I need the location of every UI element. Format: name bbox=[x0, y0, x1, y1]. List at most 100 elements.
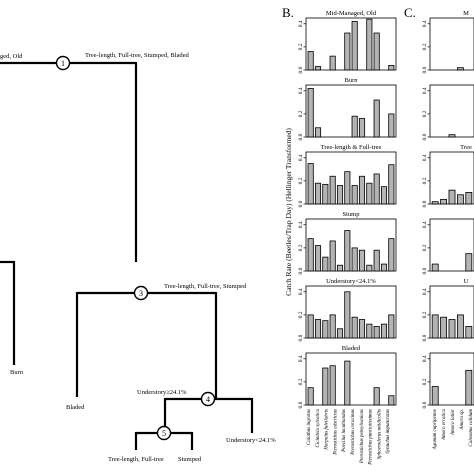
y-tick-label: 0.4 bbox=[422, 221, 428, 228]
species-label-c: Amara latior bbox=[451, 409, 456, 436]
bar-10 bbox=[373, 173, 380, 205]
bar-10 bbox=[373, 99, 380, 138]
chart-panel-c-1: M 0.0 0.2 0.4 bbox=[422, 10, 474, 73]
bar-8 bbox=[358, 175, 366, 205]
bar-2 bbox=[314, 245, 322, 272]
bar-6 bbox=[344, 291, 351, 339]
regression-tree: ged, Old Tree-length, Full-tree, Stumped… bbox=[0, 52, 276, 463]
bar-9 bbox=[366, 18, 373, 71]
chart-panel-c-5: U 0.0 0.2 0.4 bbox=[422, 278, 474, 341]
y-tick-label: 0.2 bbox=[422, 43, 428, 50]
y-tick-label: 0.0 bbox=[422, 66, 428, 73]
tree-label-node3: Tree-length, Full-tree, Stumped bbox=[164, 283, 247, 290]
bar-12 bbox=[388, 113, 395, 138]
bar-9 bbox=[366, 323, 373, 339]
svg-text:1: 1 bbox=[61, 59, 65, 68]
y-tick-label: 0.2 bbox=[298, 378, 304, 385]
y-tick-label: 0.0 bbox=[422, 401, 428, 408]
bar-1 bbox=[307, 238, 314, 272]
chart-panel-title: Stump bbox=[343, 211, 360, 218]
y-tick-label: 0.4 bbox=[298, 87, 304, 94]
chart-panel-c-2: 0.0 0.2 0.4 bbox=[422, 84, 474, 140]
bar-4 bbox=[329, 314, 336, 339]
chart-frame bbox=[429, 218, 474, 272]
bar-11 bbox=[380, 263, 388, 272]
chart-panel-b-1: Mid-Managed, Old 0.0 0.2 0.4 bbox=[298, 10, 397, 73]
y-tick-label: 0.2 bbox=[422, 244, 428, 251]
bar-1 bbox=[431, 314, 439, 339]
bar-9 bbox=[366, 182, 373, 205]
bar-1 bbox=[431, 263, 439, 272]
svg-text:3: 3 bbox=[139, 289, 143, 298]
bar-4 bbox=[329, 55, 336, 71]
y-tick-label: 0.4 bbox=[422, 288, 428, 295]
tree-node-3: 3 bbox=[133, 285, 149, 301]
bar-7 bbox=[351, 316, 358, 339]
bar-2 bbox=[314, 127, 322, 138]
species-label-c: Calosoma calidum bbox=[469, 409, 474, 447]
chart-panel-title: Bladed bbox=[342, 345, 361, 352]
bar-6 bbox=[344, 360, 351, 406]
y-tick-label: 0.2 bbox=[298, 177, 304, 184]
svg-text:5: 5 bbox=[162, 429, 166, 438]
chart-frame bbox=[305, 84, 397, 138]
bar-12 bbox=[388, 164, 395, 205]
bar-5 bbox=[336, 185, 344, 205]
bar-7 bbox=[351, 21, 358, 71]
chart-panel-title: M bbox=[463, 10, 469, 17]
species-axis-c: Agonum cupripenne Amara erratica Amara lat… bbox=[433, 408, 474, 450]
bar-8 bbox=[358, 118, 366, 138]
y-tick-label: 0.2 bbox=[298, 311, 304, 318]
tree-node-1: 1 bbox=[55, 55, 71, 71]
species-label-b: Cicindela sylvatica bbox=[316, 409, 321, 448]
species-label-b: Pterostichus pensylvanicus bbox=[360, 409, 365, 464]
bar-5 bbox=[465, 192, 473, 205]
y-tick-label: 0.4 bbox=[422, 20, 428, 27]
y-tick-label: 0.4 bbox=[298, 154, 304, 161]
y-tick-label: 0.4 bbox=[422, 355, 428, 362]
bar-5 bbox=[465, 326, 473, 339]
bar-3 bbox=[322, 367, 329, 406]
bar-7 bbox=[351, 115, 358, 138]
chart-panel-b-3: Tree-length & Full-tree 0.0 0.2 0.4 bbox=[298, 144, 397, 207]
bar-1 bbox=[307, 163, 314, 205]
bar-7 bbox=[351, 185, 358, 205]
y-tick-label: 0.0 bbox=[422, 200, 428, 207]
y-tick-label: 0.2 bbox=[298, 110, 304, 117]
species-label-b: Poecilus lucublandus bbox=[342, 409, 347, 453]
bar-10 bbox=[373, 387, 380, 406]
chart-panel-title: Burn bbox=[345, 77, 359, 84]
bar-1 bbox=[307, 51, 314, 71]
y-tick-label: 0.0 bbox=[298, 401, 304, 408]
chart-panel-title: Tree bbox=[460, 144, 472, 151]
species-label-c: Amara erratica bbox=[442, 409, 447, 441]
chart-panel-title: Tree-length & Full-tree bbox=[321, 144, 382, 151]
panel-label-c: C. bbox=[404, 5, 416, 20]
bar-2 bbox=[314, 66, 322, 71]
bar-3 bbox=[448, 319, 456, 339]
tree-label-node4: Understory≥24.1% bbox=[137, 389, 187, 396]
y-axis-title: Catch Rate (Beetles/Trap Day) (Hellinger… bbox=[284, 128, 293, 296]
y-tick-label: 0.4 bbox=[298, 221, 304, 228]
y-tick-label: 0.2 bbox=[422, 378, 428, 385]
bar-3 bbox=[322, 183, 329, 205]
y-tick-label: 0.0 bbox=[422, 267, 428, 274]
bar-2 bbox=[314, 182, 322, 205]
bar-6 bbox=[344, 171, 351, 205]
y-tick-label: 0.2 bbox=[422, 110, 428, 117]
y-tick-label: 0.4 bbox=[298, 20, 304, 27]
chart-panel-b-4: Stump 0.0 0.2 0.4 bbox=[298, 211, 397, 274]
chart-frame bbox=[305, 17, 397, 71]
bar-2 bbox=[440, 198, 448, 205]
bar-4 bbox=[456, 67, 464, 71]
bar-2 bbox=[314, 319, 322, 339]
svg-text:4: 4 bbox=[206, 395, 210, 404]
y-tick-label: 0.0 bbox=[298, 66, 304, 73]
y-tick-label: 0.4 bbox=[298, 288, 304, 295]
bar-1 bbox=[307, 314, 314, 339]
chart-panel-b-6: Bladed 0.0 0.2 0.4 bbox=[298, 345, 397, 408]
chart-panel-c-4: 0.0 0.2 0.4 bbox=[422, 218, 474, 274]
chart-frame bbox=[305, 151, 397, 205]
chart-panel-b-5: Understory<24.1% 0.0 0.2 0.4 bbox=[298, 278, 397, 341]
